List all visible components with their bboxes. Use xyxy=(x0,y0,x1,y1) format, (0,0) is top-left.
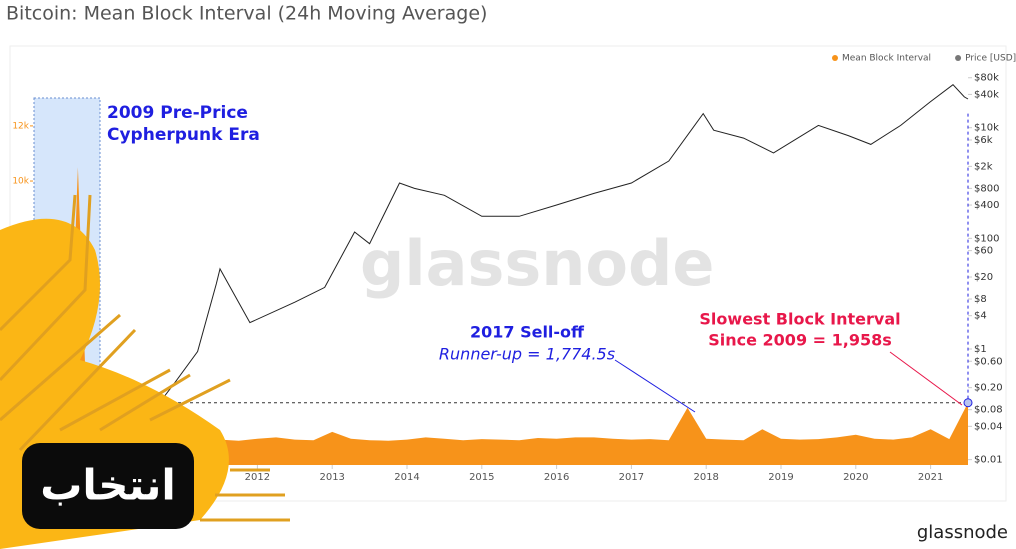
highlight-point xyxy=(963,398,973,408)
y2-tick-label: $0.20 xyxy=(974,383,1003,394)
y2-tick-label: $800 xyxy=(974,183,999,194)
chart-title: Bitcoin: Mean Block Interval (24h Moving… xyxy=(6,3,487,25)
logo-circuit xyxy=(0,194,290,522)
y2-tick-label: $60 xyxy=(974,246,993,257)
logo: انتخاب xyxy=(0,194,290,549)
legend-label: Price [USD] xyxy=(965,54,1016,64)
x-tick-label: 2015 xyxy=(469,472,494,483)
y2-tick-label: $0.04 xyxy=(974,421,1003,432)
price-line xyxy=(148,84,969,417)
annotation-text: Since 2009 = 1,958s xyxy=(708,331,892,350)
y2-tick-label: $6k xyxy=(974,135,993,146)
y2-tick-label: $0.60 xyxy=(974,356,1003,367)
x-tick-label: 2019 xyxy=(768,472,793,483)
y2-tick-label: $4 xyxy=(974,311,987,322)
y2-tick-label: $2k xyxy=(974,161,993,172)
y-tick-label: 10k xyxy=(12,177,29,187)
y2-tick-label: $400 xyxy=(974,200,999,211)
logo-box xyxy=(22,443,194,529)
y2-tick-label: $100 xyxy=(974,233,999,244)
y2-tick-label: $40k xyxy=(974,89,999,100)
x-tick-label: 2020 xyxy=(843,472,868,483)
y2-tick-label: $10k xyxy=(974,123,999,134)
y2-tick-label: $1 xyxy=(974,344,987,355)
x-tick-label: 2017 xyxy=(619,472,644,483)
logo-text: انتخاب xyxy=(40,461,176,510)
y2-tick-label: $8 xyxy=(974,294,987,305)
y2-tick-label: $80k xyxy=(974,73,999,84)
annotation-text: 2017 Sell-off xyxy=(470,323,585,342)
x-tick-label: 2013 xyxy=(319,472,344,483)
legend-swatch xyxy=(832,55,838,61)
annotation-text: 2009 Pre-Price xyxy=(107,103,248,123)
plot: 2012 2013 2014 2015 2016 2017 2018 2019 2020 2021… xyxy=(12,73,1002,483)
annotation-text: Cypherpunk Era xyxy=(107,125,260,145)
legend-swatch xyxy=(955,55,962,61)
x-tick-label: 2018 xyxy=(693,472,718,483)
x-tick-label: 2012 xyxy=(245,472,270,483)
y-tick-label: 12k xyxy=(12,121,29,131)
annotation-arrow xyxy=(614,359,696,413)
y2-tick-label: $0.01 xyxy=(974,455,1003,466)
annotation-arrow xyxy=(889,351,963,406)
annotation-text: Runner-up = 1,774.5s xyxy=(439,345,615,364)
y2-tick-label: $0.08 xyxy=(974,405,1003,416)
x-tick-label: 2014 xyxy=(394,472,419,483)
legend-label: Mean Block Interval xyxy=(842,54,931,64)
annotation-era: 2009 Pre-Price Cypherpunk Era xyxy=(107,103,260,145)
x-tick-label: 2016 xyxy=(544,472,569,483)
watermark: glassnode xyxy=(360,227,714,300)
annotation-text: Slowest Block Interval xyxy=(699,310,900,329)
brand: glassnode xyxy=(917,522,1008,543)
x-tick-label: 2021 xyxy=(918,472,943,483)
y2-tick-label: $20 xyxy=(974,272,993,283)
